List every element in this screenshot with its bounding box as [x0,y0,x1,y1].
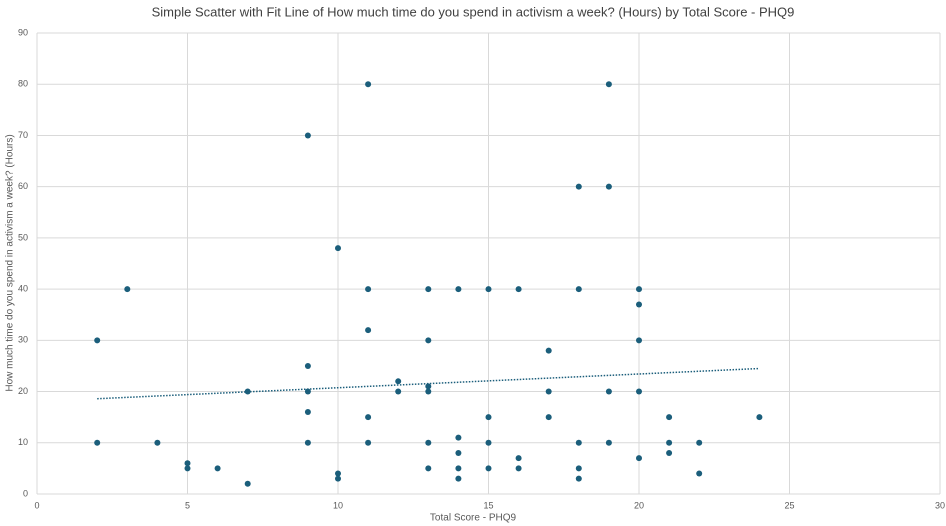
point [94,439,101,446]
point [666,450,673,457]
chart-title: Simple Scatter with Fit Line of How much… [152,4,795,19]
point [425,465,432,472]
point [605,81,612,88]
point [756,414,763,421]
point [636,388,642,395]
y-tick-label: 60 [18,181,28,191]
point [575,465,582,472]
point [605,388,612,395]
point [696,439,703,446]
trend-line [97,367,760,400]
point [545,414,552,421]
point [244,480,251,487]
point [304,409,311,416]
point [666,439,673,446]
point [335,470,341,477]
point [365,81,372,88]
x-tick-label: 10 [333,500,343,510]
point [575,286,582,293]
point [184,465,191,472]
y-tick-label: 20 [18,386,28,396]
point [575,439,582,446]
y-tick-label: 0 [23,488,28,498]
point [94,337,101,344]
y-tick-label: 30 [18,335,28,345]
point [455,434,462,441]
point [365,439,372,446]
point [575,475,582,482]
point [545,347,552,354]
point [214,465,221,472]
point [636,455,642,462]
x-tick-label: 15 [483,500,493,510]
point [455,450,462,457]
point [605,439,612,446]
point [335,245,341,252]
point [335,475,341,482]
point [425,388,432,395]
point [455,286,462,293]
point [666,414,673,421]
point [304,439,311,446]
point [365,414,372,421]
point [425,383,432,390]
point [605,183,612,190]
y-tick-label: 70 [18,130,28,140]
point [304,132,311,139]
point [365,327,372,334]
y-tick-label: 10 [18,437,28,447]
point [515,465,522,472]
x-tick-label: 25 [784,500,794,510]
point [365,286,372,293]
y-tick-label: 50 [18,232,28,242]
point [304,362,311,369]
point [304,388,311,395]
point [696,470,703,477]
x-tick-label: 30 [935,500,945,510]
point [485,414,492,421]
y-tick-label: 80 [18,79,28,89]
point [395,378,402,385]
point [575,183,582,190]
y-tick-label: 40 [18,283,28,293]
point [395,388,402,395]
point [636,337,642,344]
point [154,439,161,446]
point [455,475,462,482]
point [515,286,522,293]
point [425,286,432,293]
x-tick-label: 5 [185,500,190,510]
y-axis-title: How much time do you spend in activism a… [5,134,16,391]
y-tick-label: 90 [18,27,28,37]
point [455,465,462,472]
x-tick-label: 20 [634,500,644,510]
point [485,286,492,293]
point [485,439,492,446]
point [515,455,522,462]
x-tick-label: 0 [34,500,39,510]
x-axis-title: Total Score - PHQ9 [430,513,517,524]
point [545,388,552,395]
point [184,460,191,467]
point [425,439,432,446]
point [124,286,131,293]
point [425,337,432,344]
point [636,286,642,293]
point [485,465,492,472]
point [636,301,642,308]
